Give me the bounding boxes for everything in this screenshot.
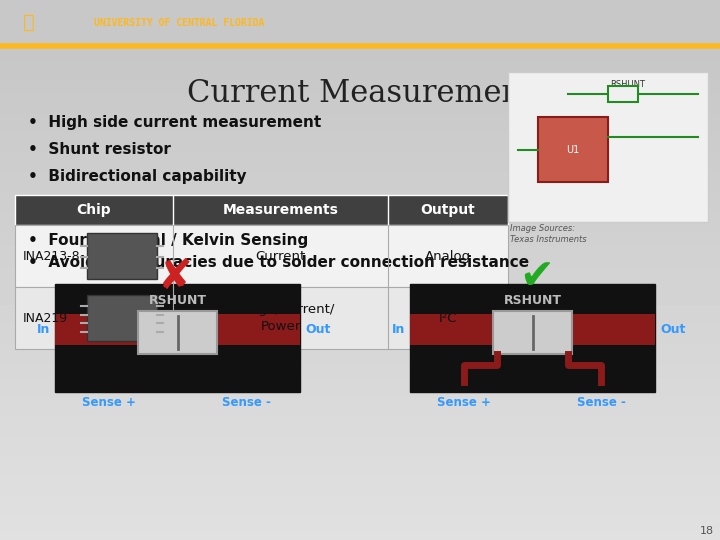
Bar bbox=[508, 72, 708, 222]
Bar bbox=[608, 86, 638, 102]
Text: •  Shunt resistor: • Shunt resistor bbox=[28, 142, 171, 157]
Text: •  Avoids inaccuracies due to solder connection resistance: • Avoids inaccuracies due to solder conn… bbox=[28, 255, 529, 270]
Text: U1: U1 bbox=[567, 145, 580, 154]
Bar bbox=[138, 311, 217, 354]
Text: •  Bidirectional capability: • Bidirectional capability bbox=[28, 169, 247, 184]
Text: INA219: INA219 bbox=[23, 312, 68, 325]
Bar bbox=[410, 314, 655, 345]
Text: 18: 18 bbox=[700, 526, 714, 536]
Text: RSHUNT: RSHUNT bbox=[148, 294, 207, 307]
Bar bbox=[538, 117, 608, 182]
Text: In: In bbox=[37, 323, 50, 336]
Bar bbox=[410, 284, 655, 392]
Text: Output: Output bbox=[420, 203, 475, 217]
Text: INA213-8: INA213-8 bbox=[23, 249, 81, 262]
Text: •  Four Terminal / Kelvin Sensing: • Four Terminal / Kelvin Sensing bbox=[28, 233, 308, 248]
Text: Out: Out bbox=[305, 323, 330, 336]
Bar bbox=[493, 311, 572, 354]
Text: RSHUNT: RSHUNT bbox=[611, 80, 646, 89]
Text: I²C: I²C bbox=[438, 312, 457, 325]
Text: Sense -: Sense - bbox=[222, 396, 271, 409]
Text: Measurements: Measurements bbox=[222, 203, 338, 217]
Text: Current: Current bbox=[256, 249, 305, 262]
Text: Out: Out bbox=[660, 323, 685, 336]
Bar bbox=[15, 225, 508, 287]
Text: ✘: ✘ bbox=[158, 256, 192, 298]
Text: 🔥: 🔥 bbox=[23, 13, 35, 32]
Text: Sense +: Sense + bbox=[82, 396, 136, 409]
Bar bbox=[55, 314, 300, 345]
Text: Current Measurement: Current Measurement bbox=[186, 78, 534, 109]
Text: Chip: Chip bbox=[77, 203, 112, 217]
Text: In: In bbox=[392, 323, 405, 336]
Text: Image Sources:
Texas Instruments: Image Sources: Texas Instruments bbox=[510, 224, 587, 244]
Text: UNIVERSITY OF CENTRAL FLORIDA: UNIVERSITY OF CENTRAL FLORIDA bbox=[94, 18, 264, 28]
Bar bbox=[15, 195, 508, 225]
Bar bbox=[55, 284, 300, 392]
Text: RSHUNT: RSHUNT bbox=[503, 294, 562, 307]
Text: Sense -: Sense - bbox=[577, 396, 626, 409]
Bar bbox=[15, 287, 508, 349]
Text: •  High side current measurement: • High side current measurement bbox=[28, 115, 321, 130]
Text: Sense +: Sense + bbox=[437, 396, 491, 409]
Bar bbox=[87, 295, 157, 341]
Text: ✔: ✔ bbox=[520, 256, 554, 298]
Text: Voltage/Current/
Power: Voltage/Current/ Power bbox=[226, 303, 336, 333]
Bar bbox=[87, 233, 157, 279]
Text: Analog: Analog bbox=[425, 249, 471, 262]
